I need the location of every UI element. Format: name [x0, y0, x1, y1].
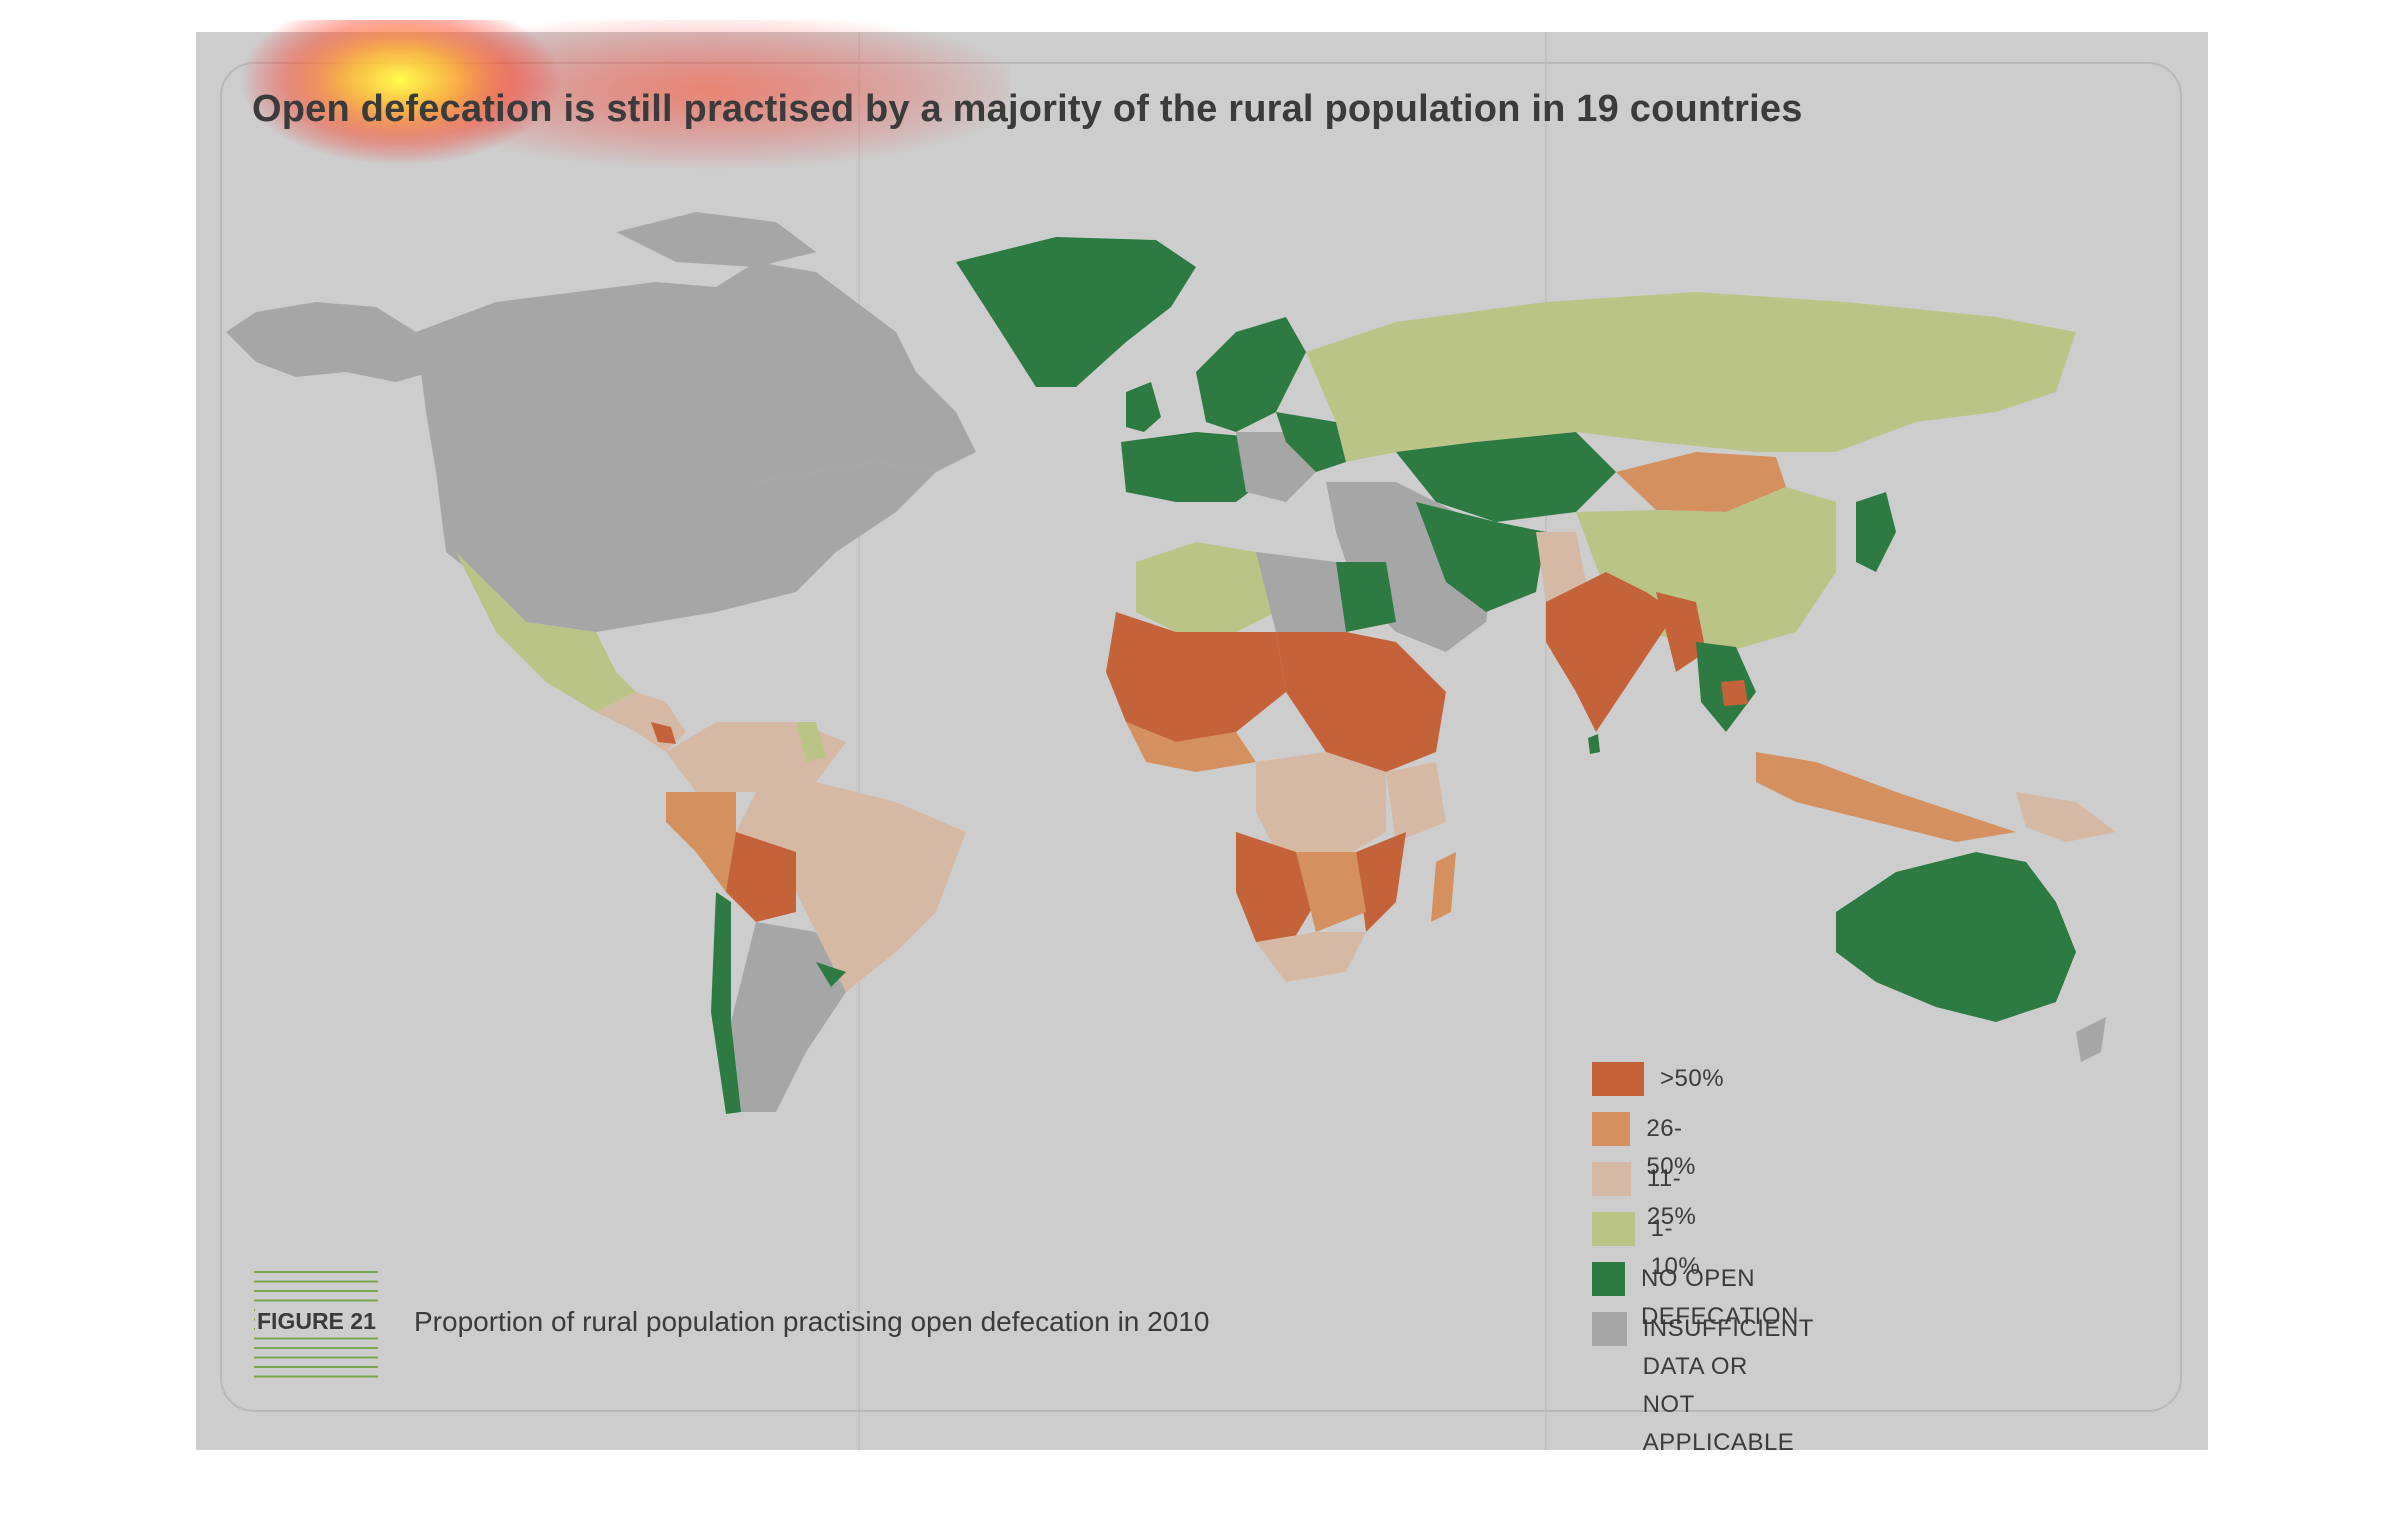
region-egypt: [1336, 562, 1396, 632]
region-australia: [1836, 852, 2076, 1022]
region-russia: [1306, 292, 2076, 462]
figure-caption: Proportion of rural population practisin…: [414, 1306, 1210, 1337]
africa: [1106, 542, 1456, 982]
legend-label: 11-25%: [1646, 1165, 1697, 1230]
region-uk: [1126, 382, 1161, 432]
region-eastern-europe: [1276, 412, 1346, 472]
region-indonesia: [1756, 752, 2016, 842]
legend-item-insufficient-data: INSUFFICIENT DATA OR NOT APPLICABLE: [1592, 1312, 1831, 1462]
legend-label: NO OPEN DEFECATION: [1640, 1265, 1799, 1330]
region-brazil: [736, 782, 966, 992]
region-mongolia: [1616, 452, 1786, 512]
region-alaska: [226, 302, 431, 382]
region-uruguay: [816, 962, 846, 987]
legend-item-no-open-defecation: NO OPEN DEFECATION: [1592, 1262, 1818, 1336]
region-south-africa: [1256, 932, 1366, 982]
legend-swatch: [1592, 1062, 1644, 1096]
legend-swatch: [1592, 1112, 1631, 1146]
legend-swatch: [1592, 1262, 1625, 1296]
legend-item-1-10: 1-10%: [1592, 1212, 1710, 1286]
region-usa: [436, 462, 936, 632]
region-japan: [1856, 492, 1896, 572]
region-india: [1546, 572, 1676, 732]
region-mexico: [456, 552, 636, 712]
region-bangladesh-myanmar: [1656, 592, 1706, 672]
europe: [1121, 317, 1346, 502]
region-iran-afghanistan: [1416, 502, 1546, 612]
legend-label: 26-50%: [1646, 1115, 1696, 1180]
region-scandinavia: [1196, 317, 1306, 432]
region-west-africa-mid: [1126, 722, 1256, 772]
region-zambia-zimbabwe: [1296, 852, 1366, 932]
legend-swatch: [1592, 1312, 1627, 1346]
region-western-europe: [1121, 432, 1276, 502]
region-libya: [1256, 552, 1346, 632]
legend-item-26-50: 26-50%: [1592, 1112, 1710, 1186]
region-west-africa: [1106, 612, 1286, 742]
legend-label: 1-10%: [1650, 1215, 1701, 1280]
region-sudan-ethiopia: [1276, 632, 1446, 772]
region-arctic-islands: [616, 212, 816, 267]
page-fold-right: [1545, 32, 1547, 1450]
region-kazakhstan: [1396, 432, 1616, 522]
legend-swatch: [1592, 1162, 1631, 1196]
legend-item-11-25: 11-25%: [1592, 1162, 1710, 1236]
region-pakistan: [1536, 532, 1586, 602]
north-america: [226, 212, 976, 752]
legend-label: INSUFFICIENT DATA OR NOT APPLICABLE: [1642, 1315, 1814, 1456]
region-southern-africa: [1236, 832, 1316, 952]
region-guyana: [796, 722, 826, 762]
region-png: [2016, 792, 2116, 842]
region-chile: [711, 892, 741, 1114]
figure-label: FIGURE 21: [255, 1308, 378, 1335]
region-new-zealand: [2076, 1017, 2106, 1062]
region-canada: [416, 262, 976, 482]
region-cambodia: [1721, 680, 1748, 706]
legend-swatch: [1592, 1212, 1635, 1246]
map-frame: [220, 62, 2182, 1412]
map-title: Open defecation is still practised by a …: [252, 88, 1803, 130]
south-america: [666, 722, 966, 1114]
world-map: [226, 212, 2116, 1114]
region-bolivia: [726, 832, 796, 922]
region-madagascar: [1431, 852, 1456, 922]
region-north-africa: [1136, 542, 1276, 632]
region-east-africa: [1386, 762, 1446, 842]
legend-item-over-50: >50%: [1592, 1062, 1724, 1098]
region-central-africa: [1256, 752, 1386, 862]
region-mozambique: [1356, 832, 1406, 932]
page-fold-left: [858, 32, 860, 1450]
region-nicaragua: [651, 722, 676, 744]
region-sri-lanka: [1588, 734, 1600, 754]
region-greenland: [956, 237, 1196, 387]
region-argentina: [731, 922, 846, 1112]
legend-label: >50%: [1660, 1065, 1725, 1092]
